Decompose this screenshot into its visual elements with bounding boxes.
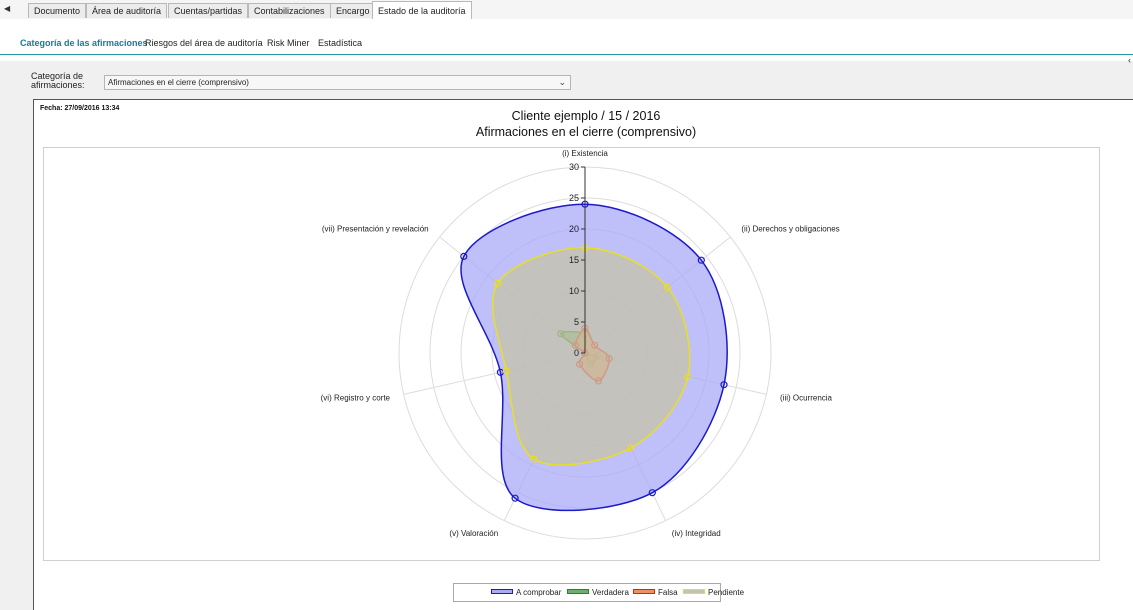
data-point-pendiente-4 [530, 455, 538, 463]
data-point-pendiente-1 [663, 283, 672, 291]
data-point-pendiente-6 [494, 279, 502, 287]
radial-tick-label-2: 10 [569, 286, 579, 296]
document-tabstrip: ◀ Documento Área de auditoría Cuentas/pa… [0, 0, 1133, 20]
subtab-estadistica[interactable]: Estadística [318, 38, 363, 48]
subtab-riesgos-area[interactable]: Riesgos del área de auditoría [145, 38, 263, 48]
data-point-pendiente-5 [502, 367, 510, 375]
subtab-risk-miner[interactable]: Risk Miner [267, 38, 310, 48]
series-area-pendiente [491, 246, 691, 466]
category-select-value: Afirmaciones en el cierre (comprensivo) [108, 78, 249, 87]
radial-tick-label-5: 25 [569, 193, 579, 203]
data-point-a-comprobar-1 [697, 256, 705, 264]
subtab-categoria-afirmaciones[interactable]: Categoría de las afirmaciones [20, 38, 148, 48]
legend-swatch-verdadera [567, 589, 589, 594]
legend-swatch-pendiente [683, 589, 705, 594]
radar-chart: 0 5 10 15 20 25 30 (i) Existencia (ii) Derechos … [321, 149, 840, 540]
axis-label-2: (iii) Ocurrencia [780, 394, 833, 403]
legend-label-a-comprobar: A comprobar [516, 588, 562, 597]
data-point-a-comprobar-6 [460, 252, 468, 261]
tab-scroll-left-icon[interactable]: ◀ [4, 4, 11, 13]
report-date: Fecha: 27/09/2016 13:34 [40, 105, 120, 112]
legend-swatch-a-comprobar [491, 589, 513, 594]
chart-frame: 0 5 10 15 20 25 30 (i) Existencia (ii) Derechos … [43, 147, 1100, 561]
tab-area-de-auditoria[interactable]: Área de auditoría [86, 3, 168, 18]
radial-tick-label-3: 15 [569, 255, 579, 265]
axis-label-6: (vii) Presentación y revelación [322, 224, 429, 233]
axis-label-4: (v) Valoración [449, 529, 498, 538]
legend-label-pendiente: Pendiente [708, 588, 745, 597]
tab-encargo[interactable]: Encargo [330, 3, 376, 18]
tab-estado-de-la-auditoria[interactable]: Estado de la auditoría [372, 1, 472, 19]
legend-swatch-falsa [633, 589, 655, 594]
radial-tick-label-1: 5 [574, 317, 579, 327]
report-subtitle: Afirmaciones en el cierre (comprensivo) [475, 125, 697, 139]
report-title: Cliente ejemplo / 15 / 2016 [511, 109, 661, 123]
legend-label-falsa: Falsa [658, 588, 678, 597]
legend-label-verdadera: Verdadera [592, 588, 629, 597]
collapse-panel-icon[interactable]: ‹ [1128, 55, 1131, 65]
data-point-a-comprobar-4 [511, 494, 519, 502]
axis-label-0: (i) Existencia [562, 149, 608, 158]
tab-documento[interactable]: Documento [28, 3, 87, 18]
data-point-a-comprobar-2 [720, 381, 728, 389]
axis-label-3: (iv) Integridad [672, 529, 721, 538]
data-point-pendiente-3 [627, 444, 635, 452]
tab-cuentas-partidas[interactable]: Cuentas/partidas [168, 3, 249, 18]
category-select[interactable]: Afirmaciones en el cierre (comprensivo) … [104, 75, 571, 90]
data-point-a-comprobar-3 [648, 489, 656, 497]
chevron-down-icon[interactable]: ⌄ [558, 77, 566, 87]
radial-tick-label-4: 20 [569, 224, 579, 234]
data-point-pendiente-2 [684, 372, 692, 381]
report-panel: Fecha: 27/09/2016 13:34 Cliente ejemplo … [33, 99, 1133, 610]
filter-label: Categoría de afirmaciones: [31, 71, 85, 90]
radial-tick-label-6: 30 [569, 162, 579, 172]
axis-label-1: (ii) Derechos y obligaciones [741, 224, 839, 233]
axis-label-5: (vi) Registro y corte [321, 394, 391, 403]
chart-legend: A comprobar Verdadera Falsa Pendiente [453, 583, 744, 602]
subnav-divider [0, 54, 1133, 55]
tab-contabilizaciones[interactable]: Contabilizaciones [248, 3, 331, 18]
radial-tick-label-0: 0 [574, 348, 579, 358]
